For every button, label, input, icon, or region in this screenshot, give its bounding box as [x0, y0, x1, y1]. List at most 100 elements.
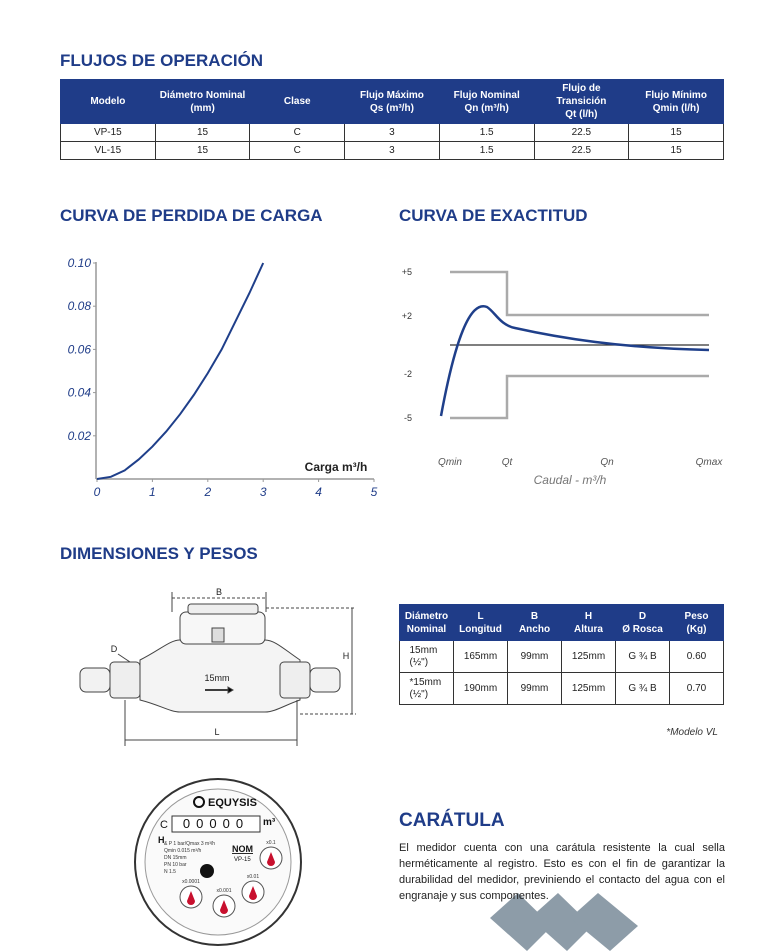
cell-text: 3 — [389, 145, 395, 156]
chart-2: +5 +2 -2 -5 Qmin Qt Qn Qmax — [402, 267, 724, 468]
cell: C — [249, 141, 346, 160]
class: C — [160, 819, 168, 831]
cell-text: *15mm (½") — [409, 676, 442, 700]
y-tick-label: 0.02 — [68, 429, 92, 443]
chart-title: CURVA DE PERDIDA DE CARGA — [60, 206, 323, 225]
y-tick-label: -2 — [404, 369, 412, 379]
header-cell: Flujo Máximo Qs (m³/h) — [344, 79, 440, 124]
cell: 15 — [154, 123, 251, 142]
header-text: Flujo Mínimo — [645, 89, 707, 101]
spec-text: PN 10 bar — [164, 862, 187, 868]
dial-label: x0.1 — [266, 840, 276, 846]
x-tick-label: Qt — [502, 457, 514, 468]
x-tick-label: 2 — [203, 485, 211, 499]
y-tick-label: 0.06 — [68, 342, 92, 356]
table-row: 15mm (½") 165mm 99mm 125mm G ¾ B 0.60 — [399, 640, 724, 673]
table-row: VP-15 15 C 3 1.5 22.5 15 — [60, 123, 724, 142]
x-tick-label: 0 — [94, 485, 101, 499]
dial: EQUYSIS C 00000 m³ H & P 1 bar/Qmax 3 m³… — [134, 778, 302, 946]
cell-text: 22.5 — [571, 127, 592, 138]
header-text: Qs (m³/h) — [370, 102, 414, 114]
cell-text: 15 — [196, 145, 209, 156]
cell-text: 190mm — [463, 683, 498, 694]
cell: 0.70 — [669, 672, 724, 705]
x-tick-label: 1 — [149, 485, 156, 499]
cell-text: 0.70 — [686, 683, 707, 694]
nom: NOM — [232, 844, 253, 854]
cell: 165mm — [453, 640, 508, 673]
decoration — [490, 893, 638, 951]
y-tick-label: +5 — [402, 267, 412, 277]
y-tick-label: 0.08 — [68, 299, 92, 313]
header-cell: Flujo de Transición Qt (l/h) — [533, 79, 630, 124]
cell: G ¾ B — [615, 672, 670, 705]
header-text: Flujo Máximo — [360, 89, 424, 101]
cell-text: C — [293, 127, 301, 138]
cell: G ¾ B — [615, 640, 670, 673]
cell: 1.5 — [438, 141, 535, 160]
spec-text: DN 15mm — [164, 855, 187, 861]
cell: 15mm (½") — [399, 640, 454, 673]
cell-text: G ¾ B — [628, 683, 657, 694]
y-tick-label: 0.10 — [68, 256, 92, 270]
header-cell: Flujo Mínimo Qmin (l/h) — [628, 79, 724, 124]
cell-text: 165mm — [463, 651, 498, 662]
meter-drawing — [79, 592, 356, 746]
header-cell: Clase — [249, 79, 346, 124]
x-tick-label: Qmax — [696, 457, 724, 468]
header-text: Modelo — [90, 96, 126, 107]
accuracy-curves — [439, 270, 710, 420]
dial-label: x0.01 — [247, 874, 259, 880]
cell: 99mm — [507, 672, 562, 705]
cell: 125mm — [561, 640, 616, 673]
cell-text: 15 — [670, 145, 682, 156]
header-text: Nominal — [406, 623, 447, 635]
paragraph: El medidor cuenta con una carátula resis… — [399, 842, 725, 902]
dial-label: x0.001 — [216, 888, 231, 894]
dimensions-table: Diámetro Nominal L Longitud B Ancho H Altura D Ø … — [399, 604, 724, 705]
x-tick-label: Qmin — [438, 457, 462, 468]
table-row: VL-15 15 C 3 1.5 22.5 15 — [60, 141, 724, 160]
cell: *15mm (½") — [399, 672, 454, 705]
header-cell: B Ancho — [507, 604, 562, 641]
cell-text: 0.60 — [686, 651, 707, 662]
header-row: Diámetro Nominal L Longitud B Ancho H Altura D Ø … — [399, 604, 724, 641]
dimension-label: B — [216, 587, 222, 597]
header-text: Flujo de Transición — [556, 83, 607, 107]
header-text: B — [530, 610, 539, 622]
cell-text: 22.5 — [571, 145, 592, 156]
brand: EQUYSIS — [208, 797, 257, 809]
x-tick-label: Qn — [600, 457, 614, 468]
cell-text: 125mm — [571, 651, 606, 662]
cell: 22.5 — [533, 141, 630, 160]
cell: 15 — [628, 141, 724, 160]
header-text: Ø Rosca — [622, 623, 663, 635]
cell: 22.5 — [533, 123, 630, 142]
cell-text: 1.5 — [479, 145, 494, 156]
cell: 1.5 — [438, 123, 535, 142]
header-text: Diámetro Nominal — [159, 89, 246, 101]
x-tick-label: 4 — [315, 485, 322, 499]
cell: 125mm — [561, 672, 616, 705]
cell: 99mm — [507, 640, 562, 673]
lower-limit — [450, 374, 709, 420]
cell-text: 15 — [670, 127, 682, 138]
header-text: Qmin (l/h) — [652, 102, 700, 114]
x-axis-label: Carga m³/h — [305, 460, 368, 474]
cell-text: VL-15 — [94, 145, 122, 156]
cell-text: 15mm (½") — [409, 644, 438, 668]
cell: VL-15 — [60, 141, 156, 160]
cell-text: 15 — [196, 127, 209, 138]
cell: 0.60 — [669, 640, 724, 673]
spec-text: & P 1 bar/Qmax 3 m³/h — [164, 841, 215, 847]
model: VP-15 — [234, 857, 251, 863]
y-tick-label: 0.04 — [68, 386, 92, 400]
cell-text: G ¾ B — [628, 651, 657, 662]
header-row: Modelo Diámetro Nominal (mm) Clase Flujo Máx… — [60, 79, 724, 124]
header-cell: Peso (Kg) — [669, 604, 724, 641]
cell: 190mm — [453, 672, 508, 705]
x-tick-label: 5 — [371, 485, 378, 499]
header-cell: Diámetro Nominal (mm) — [154, 79, 251, 124]
